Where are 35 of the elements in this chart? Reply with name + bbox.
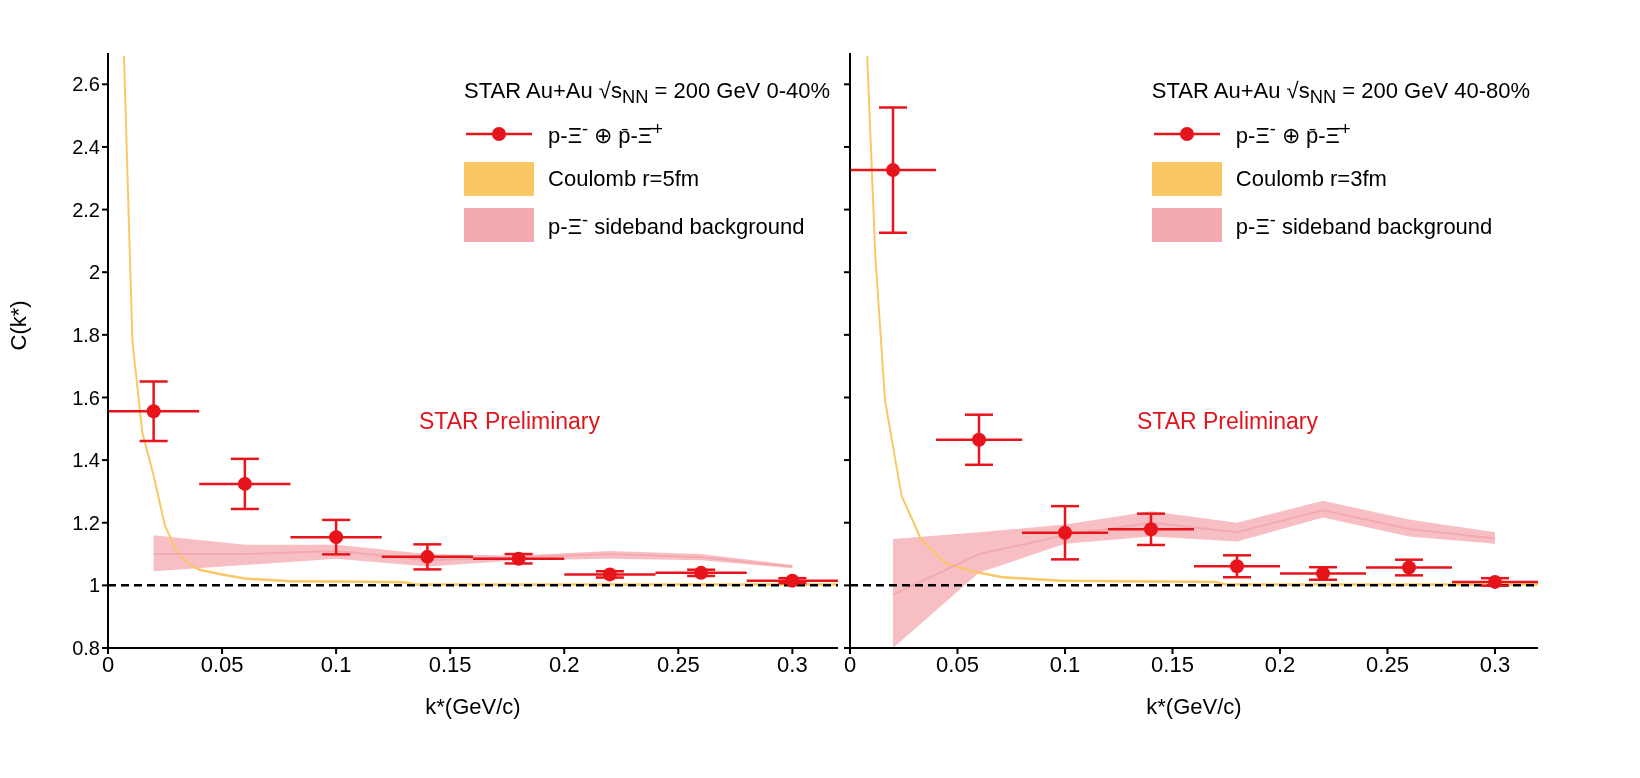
annotation: STAR Preliminary xyxy=(1136,408,1319,435)
x-tick-label: 0.1 xyxy=(320,651,352,677)
x-tick-label: 0.3 xyxy=(777,651,808,677)
x-tick-label: 0 xyxy=(843,651,857,677)
x-tick-label: 0.2 xyxy=(1264,651,1296,677)
y-tick-label: 2.6 xyxy=(72,73,100,96)
x-tick-label: 0.05 xyxy=(936,651,979,677)
y-tick-label: 1.4 xyxy=(72,449,100,472)
y-tick-label: 2.4 xyxy=(72,136,100,159)
legend-label: Coulomb r=3fm xyxy=(1235,165,1387,192)
legend-label: p-Ξ$^{-}$ sideband background xyxy=(1235,209,1493,241)
x-tick-label: 0 xyxy=(101,651,115,677)
y-tick-label: 1 xyxy=(88,574,100,597)
x-tick-label: 0.2 xyxy=(548,651,580,677)
x-axis-title: k*(GeV/c) xyxy=(425,694,521,719)
x-tick-label: 0.15 xyxy=(1151,651,1194,677)
x-axis-title: k*(GeV/c) xyxy=(1146,694,1242,719)
x-tick-label: 0.25 xyxy=(1366,651,1409,677)
y-tick-label: 1.2 xyxy=(72,511,100,534)
y-axis-title: C(k*) xyxy=(5,300,31,351)
y-tick-label: 1.6 xyxy=(72,386,100,409)
legend-title: STAR Au+Au √s$_{NN}$ = 200 GeV 40-80% xyxy=(1151,78,1530,109)
y-tick-label: 2.2 xyxy=(72,198,100,221)
legend-label: p-Ξ$^{-}$ sideband background xyxy=(548,209,805,241)
x-tick-label: 0.25 xyxy=(656,651,700,677)
y-tick-label: 2 xyxy=(88,261,100,284)
legend-label: Coulomb r=5fm xyxy=(548,165,700,192)
y-tick-label: 0.8 xyxy=(72,637,100,660)
x-tick-label: 0.05 xyxy=(200,651,244,677)
x-tick-label: 0.3 xyxy=(1479,651,1511,677)
legend-title: STAR Au+Au √s$_{NN}$ = 200 GeV 0-40% xyxy=(464,78,830,109)
x-tick-label: 0.1 xyxy=(1049,651,1081,677)
y-tick-label: 1.8 xyxy=(72,323,100,346)
x-tick-label: 0.15 xyxy=(428,651,472,677)
annotation: STAR Preliminary xyxy=(418,408,601,435)
